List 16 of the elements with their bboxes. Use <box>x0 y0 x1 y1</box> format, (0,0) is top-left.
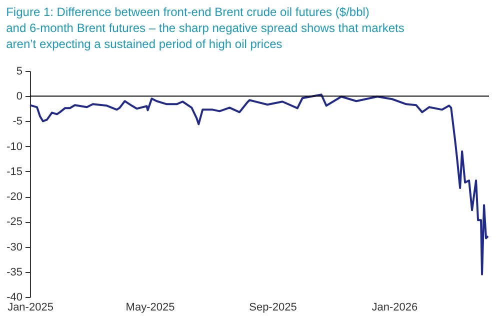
y-tick-label: -5 <box>12 116 22 128</box>
y-tick-label: -15 <box>6 166 22 178</box>
y-tick-label: -30 <box>6 241 22 254</box>
y-tick-label: -25 <box>6 216 22 228</box>
y-tick-label: -10 <box>6 140 22 153</box>
y-tick-label: 5 <box>16 66 22 78</box>
line-series <box>29 94 489 276</box>
chart-title: Figure 1: Difference between front-end Brent crude oil futures ($/bbl) and 6-month Brent futures – the sharp negative spread shows that markets aren’t expecting a sustained period of high oil prices <box>6 5 404 51</box>
x-tick-label: Jan-2026 <box>372 302 418 314</box>
y-tick-label: -35 <box>6 266 22 278</box>
x-tick-label: Sep-2025 <box>249 302 297 314</box>
x-tick-label: May-2025 <box>126 302 175 314</box>
x-tick-label: Jan-2025 <box>8 302 54 314</box>
y-tick-label: -40 <box>6 292 22 304</box>
y-tick-label: -20 <box>6 191 22 204</box>
y-tick-label: 0 <box>16 90 22 103</box>
